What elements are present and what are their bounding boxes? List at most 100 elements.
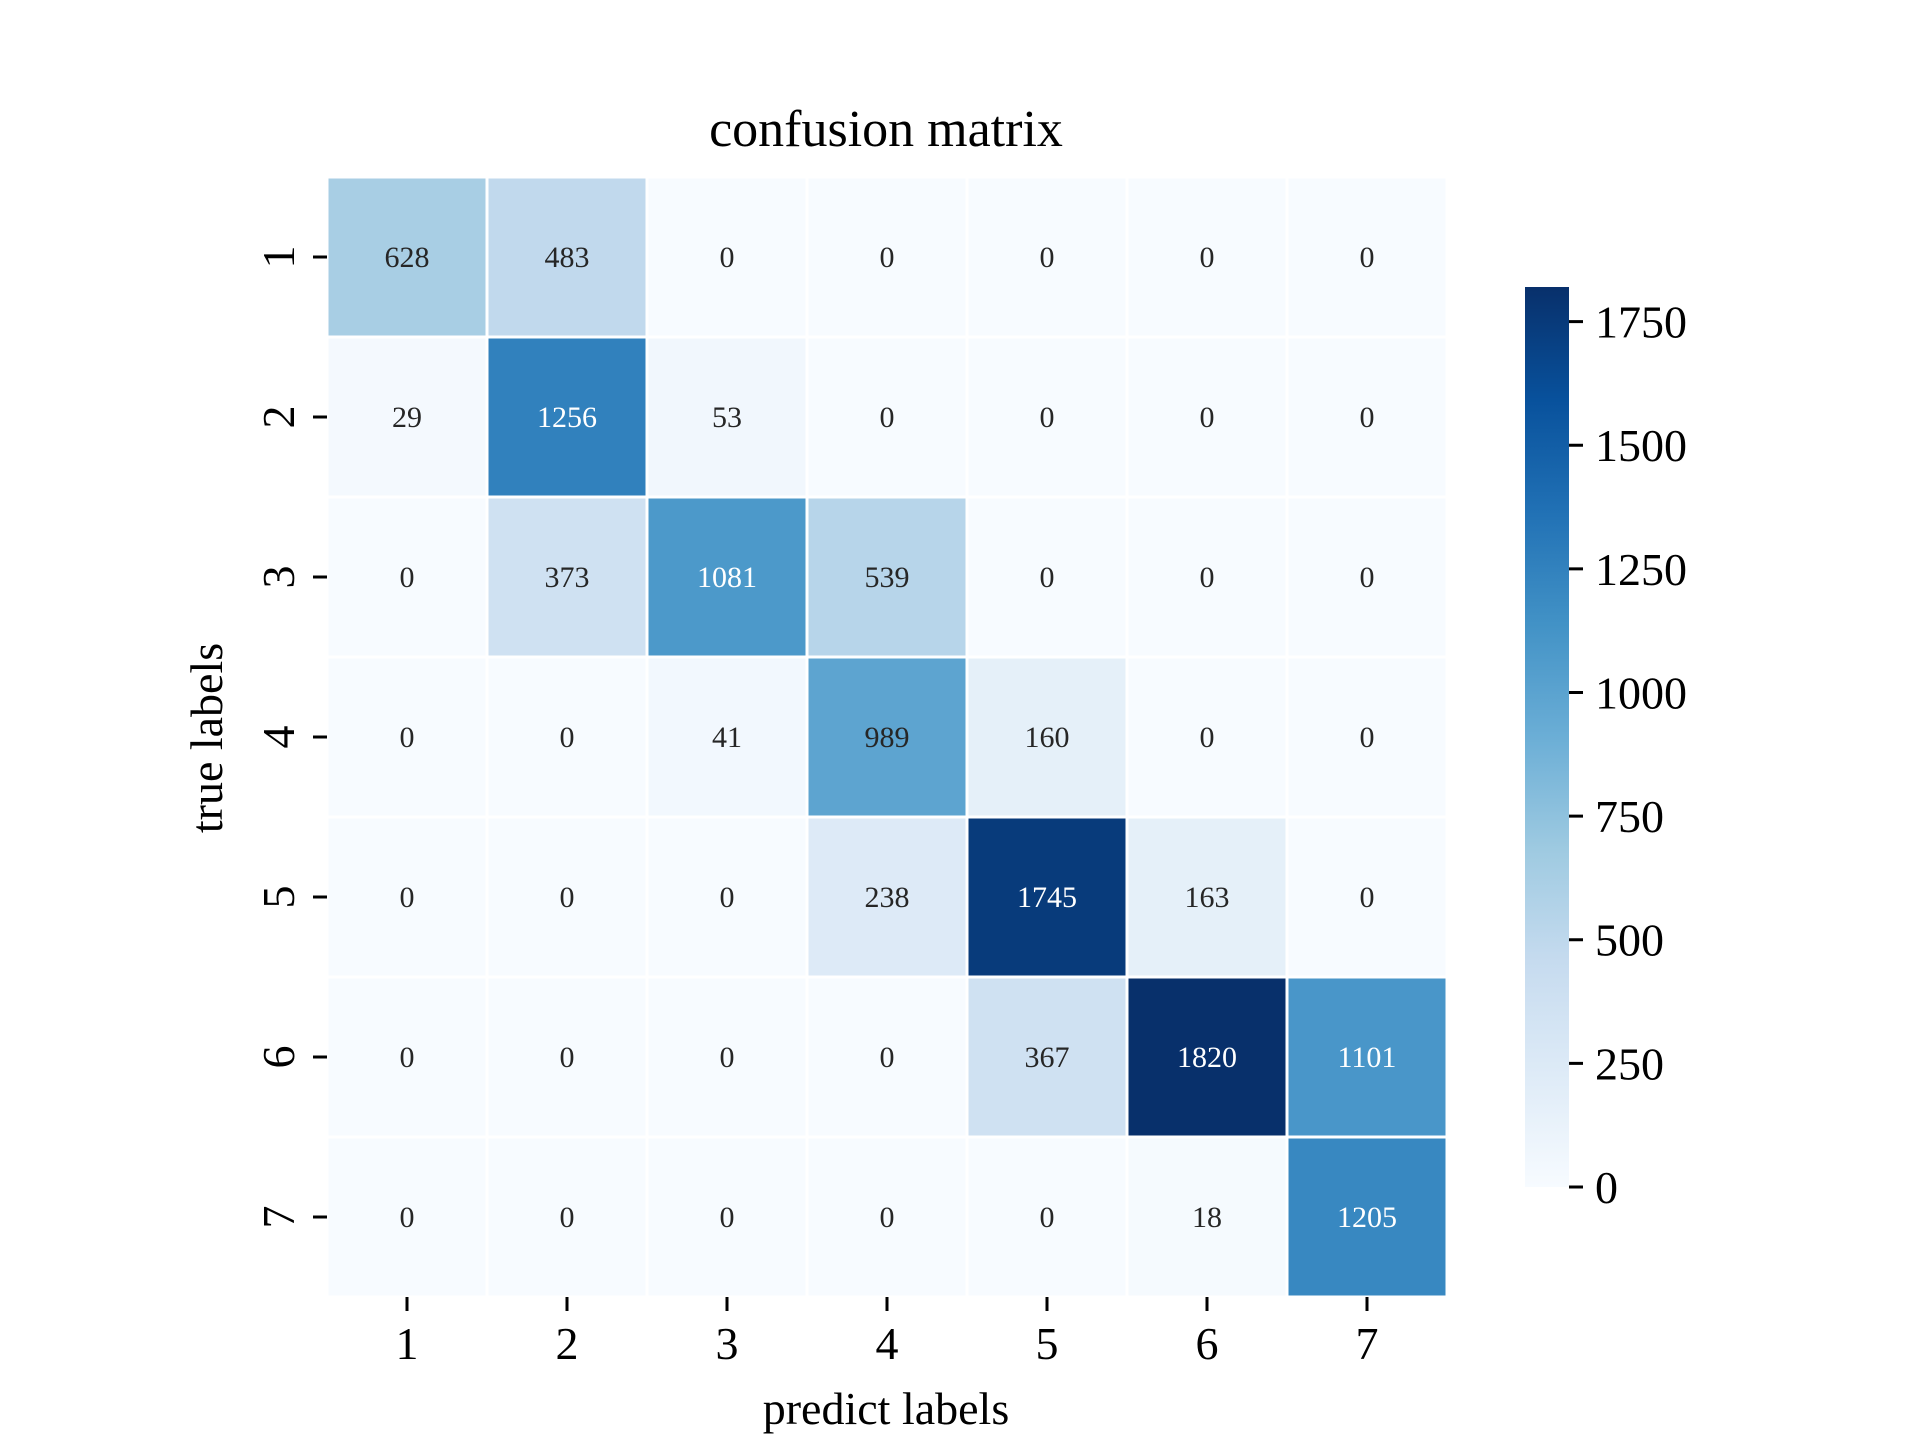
colorbar-gradient (1525, 287, 1569, 1187)
x-tick-label: 5 (1036, 1318, 1059, 1369)
chart-title: confusion matrix (709, 101, 1063, 158)
colorbar-tick-label: 750 (1595, 791, 1664, 842)
cell-value-label: 0 (720, 241, 735, 274)
heatmap-cell (485, 975, 649, 1139)
x-tick-label: 6 (1196, 1318, 1219, 1369)
cell-value-label: 0 (400, 1201, 415, 1234)
y-tick-label: 1 (253, 246, 304, 269)
colorbar-tick-label: 500 (1595, 915, 1664, 966)
cell-value-label: 0 (720, 1201, 735, 1234)
colorbar: 0 250 500 750 1000 1250 1500 1750 (1525, 287, 1687, 1213)
heatmap-cell (1285, 1135, 1449, 1299)
x-tick-label: 1 (396, 1318, 419, 1369)
cell-value-label: 0 (1200, 401, 1215, 434)
x-axis-label: predict labels (763, 1383, 1010, 1434)
heatmap-cells (325, 175, 1449, 1299)
heatmap-cell (485, 655, 649, 819)
cell-value-label: 0 (400, 1041, 415, 1074)
y-tick-label: 7 (253, 1206, 304, 1229)
heatmap-cell (965, 335, 1129, 499)
heatmap-cell (325, 815, 489, 979)
heatmap-cell (325, 1135, 489, 1299)
y-axis-label: true labels (181, 643, 232, 833)
x-tick-label: 4 (876, 1318, 899, 1369)
heatmap-cell (485, 495, 649, 659)
heatmap-cell (1125, 175, 1289, 339)
cell-value-label: 0 (560, 721, 575, 754)
heatmap-cell (645, 335, 809, 499)
cell-value-label: 0 (880, 401, 895, 434)
y-tick-label: 5 (253, 886, 304, 909)
heatmap-cell (325, 975, 489, 1139)
heatmap-cell (485, 175, 649, 339)
cell-value-label: 160 (1025, 721, 1070, 754)
cell-value-label: 1820 (1177, 1041, 1237, 1074)
cell-value-label: 0 (1200, 721, 1215, 754)
cell-value-label: 0 (880, 241, 895, 274)
cell-value-label: 1101 (1338, 1041, 1397, 1074)
cell-value-label: 373 (545, 561, 590, 594)
colorbar-tick-label: 1500 (1595, 420, 1687, 471)
cell-value-label: 0 (1040, 241, 1055, 274)
heatmap-cell (645, 1135, 809, 1299)
cell-value-label: 0 (560, 1201, 575, 1234)
heatmap-cell (645, 495, 809, 659)
cell-value-label: 29 (392, 401, 422, 434)
colorbar-tick-label: 0 (1595, 1162, 1618, 1213)
heatmap-cell (1285, 495, 1449, 659)
heatmap-cell (805, 495, 969, 659)
cell-value-label: 483 (545, 241, 590, 274)
cell-value-label: 0 (1040, 401, 1055, 434)
cell-value-label: 0 (1360, 401, 1375, 434)
heatmap-cell (805, 655, 969, 819)
y-tick-label: 6 (253, 1046, 304, 1069)
cell-value-label: 18 (1192, 1201, 1222, 1234)
y-tick-label: 2 (253, 406, 304, 429)
cell-value-label: 0 (720, 1041, 735, 1074)
cell-value-label: 0 (880, 1041, 895, 1074)
cell-value-label: 238 (865, 881, 910, 914)
cell-value-label: 1081 (697, 561, 757, 594)
x-axis: 1 2 3 4 5 6 7 (396, 1297, 1379, 1369)
heatmap-cell (1125, 495, 1289, 659)
cell-value-label: 628 (385, 241, 430, 274)
cell-value-label: 1745 (1017, 881, 1077, 914)
colorbar-tick-label: 1250 (1595, 544, 1687, 595)
heatmap-cell (805, 975, 969, 1139)
cell-value-label: 41 (712, 721, 742, 754)
y-tick-label: 4 (253, 726, 304, 749)
cell-value-label: 0 (720, 881, 735, 914)
heatmap-cell (1285, 975, 1449, 1139)
colorbar-tick-label: 250 (1595, 1038, 1664, 1089)
cell-value-label: 1256 (537, 401, 597, 434)
cell-value-label: 0 (1360, 241, 1375, 274)
cell-value-label: 53 (712, 401, 742, 434)
cell-value-label: 1205 (1337, 1201, 1397, 1234)
cell-value-label: 539 (865, 561, 910, 594)
heatmap-cell (965, 975, 1129, 1139)
heatmap-cell (1285, 655, 1449, 819)
cell-value-label: 0 (1040, 561, 1055, 594)
heatmap-cell (1285, 335, 1449, 499)
cell-value-label: 0 (1360, 721, 1375, 754)
heatmap-cell (1125, 655, 1289, 819)
cell-value-label: 0 (400, 561, 415, 594)
heatmap-cell (1125, 1135, 1289, 1299)
cell-value-labels: 628 483 0 0 0 0 0 29 1256 53 0 0 0 0 0 373 1081 539 0 0 0 0 0 4… (385, 241, 1398, 1234)
heatmap-cell (325, 175, 489, 339)
colorbar-tick-label: 1000 (1595, 667, 1687, 718)
x-tick-label: 2 (556, 1318, 579, 1369)
cell-value-label: 0 (400, 721, 415, 754)
heatmap-cell (965, 1135, 1129, 1299)
cell-value-label: 0 (1040, 1201, 1055, 1234)
cell-value-label: 0 (1360, 881, 1375, 914)
y-tick-label: 3 (253, 566, 304, 589)
cell-value-label: 0 (400, 881, 415, 914)
cell-value-label: 989 (865, 721, 910, 754)
cell-value-label: 163 (1185, 881, 1230, 914)
y-axis: 1 2 3 4 5 6 7 (253, 246, 327, 1229)
x-tick-label: 7 (1356, 1318, 1379, 1369)
cell-value-label: 0 (880, 1201, 895, 1234)
cell-value-label: 0 (1200, 241, 1215, 274)
